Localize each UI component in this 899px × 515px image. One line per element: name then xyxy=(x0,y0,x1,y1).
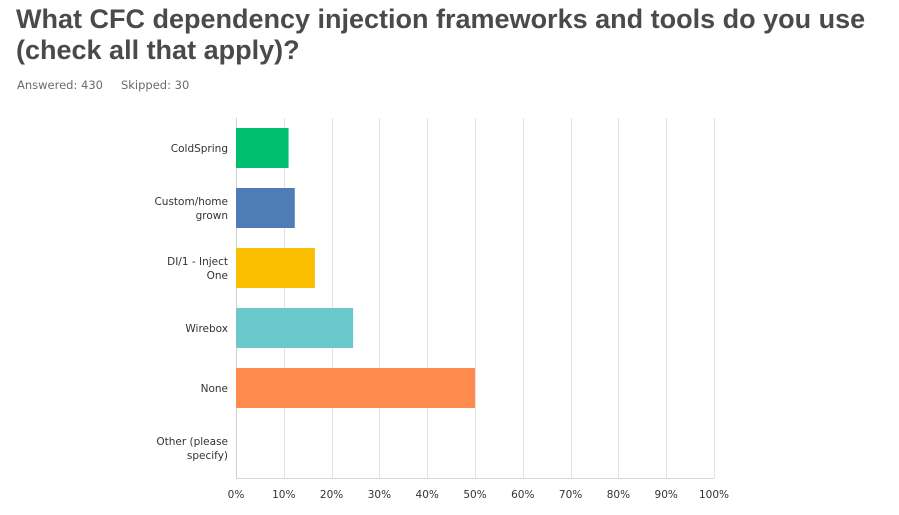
category-label: specify) xyxy=(187,450,228,462)
x-tick-label: 90% xyxy=(655,489,678,501)
x-tick-label: 50% xyxy=(463,489,486,501)
category-label: DI/1 - Inject xyxy=(167,256,228,268)
bar xyxy=(236,308,354,348)
bar xyxy=(236,128,289,168)
response-stats: Answered: 430 Skipped: 30 xyxy=(17,78,189,92)
x-tick-label: 30% xyxy=(368,489,391,501)
bar xyxy=(236,248,315,288)
x-tick-label: 70% xyxy=(559,489,582,501)
answered-count: Answered: 430 xyxy=(17,78,103,92)
x-tick-label: 60% xyxy=(511,489,534,501)
category-label: Wirebox xyxy=(185,323,228,335)
x-tick-label: 20% xyxy=(320,489,343,501)
x-tick-label: 100% xyxy=(699,489,729,501)
category-label: Other (please xyxy=(156,436,228,448)
category-label: One xyxy=(207,270,228,282)
x-tick-label: 80% xyxy=(607,489,630,501)
question-title: What CFC dependency injection frameworks… xyxy=(16,4,866,65)
x-tick-label: 10% xyxy=(272,489,295,501)
category-label: ColdSpring xyxy=(171,143,228,155)
bar xyxy=(236,188,295,228)
x-tick-label: 0% xyxy=(228,489,245,501)
category-label: Custom/home xyxy=(154,196,228,208)
x-tick-label: 40% xyxy=(416,489,439,501)
bar xyxy=(236,368,475,408)
category-label: None xyxy=(201,383,228,395)
skipped-count: Skipped: 30 xyxy=(120,78,190,92)
category-label: grown xyxy=(196,210,228,222)
